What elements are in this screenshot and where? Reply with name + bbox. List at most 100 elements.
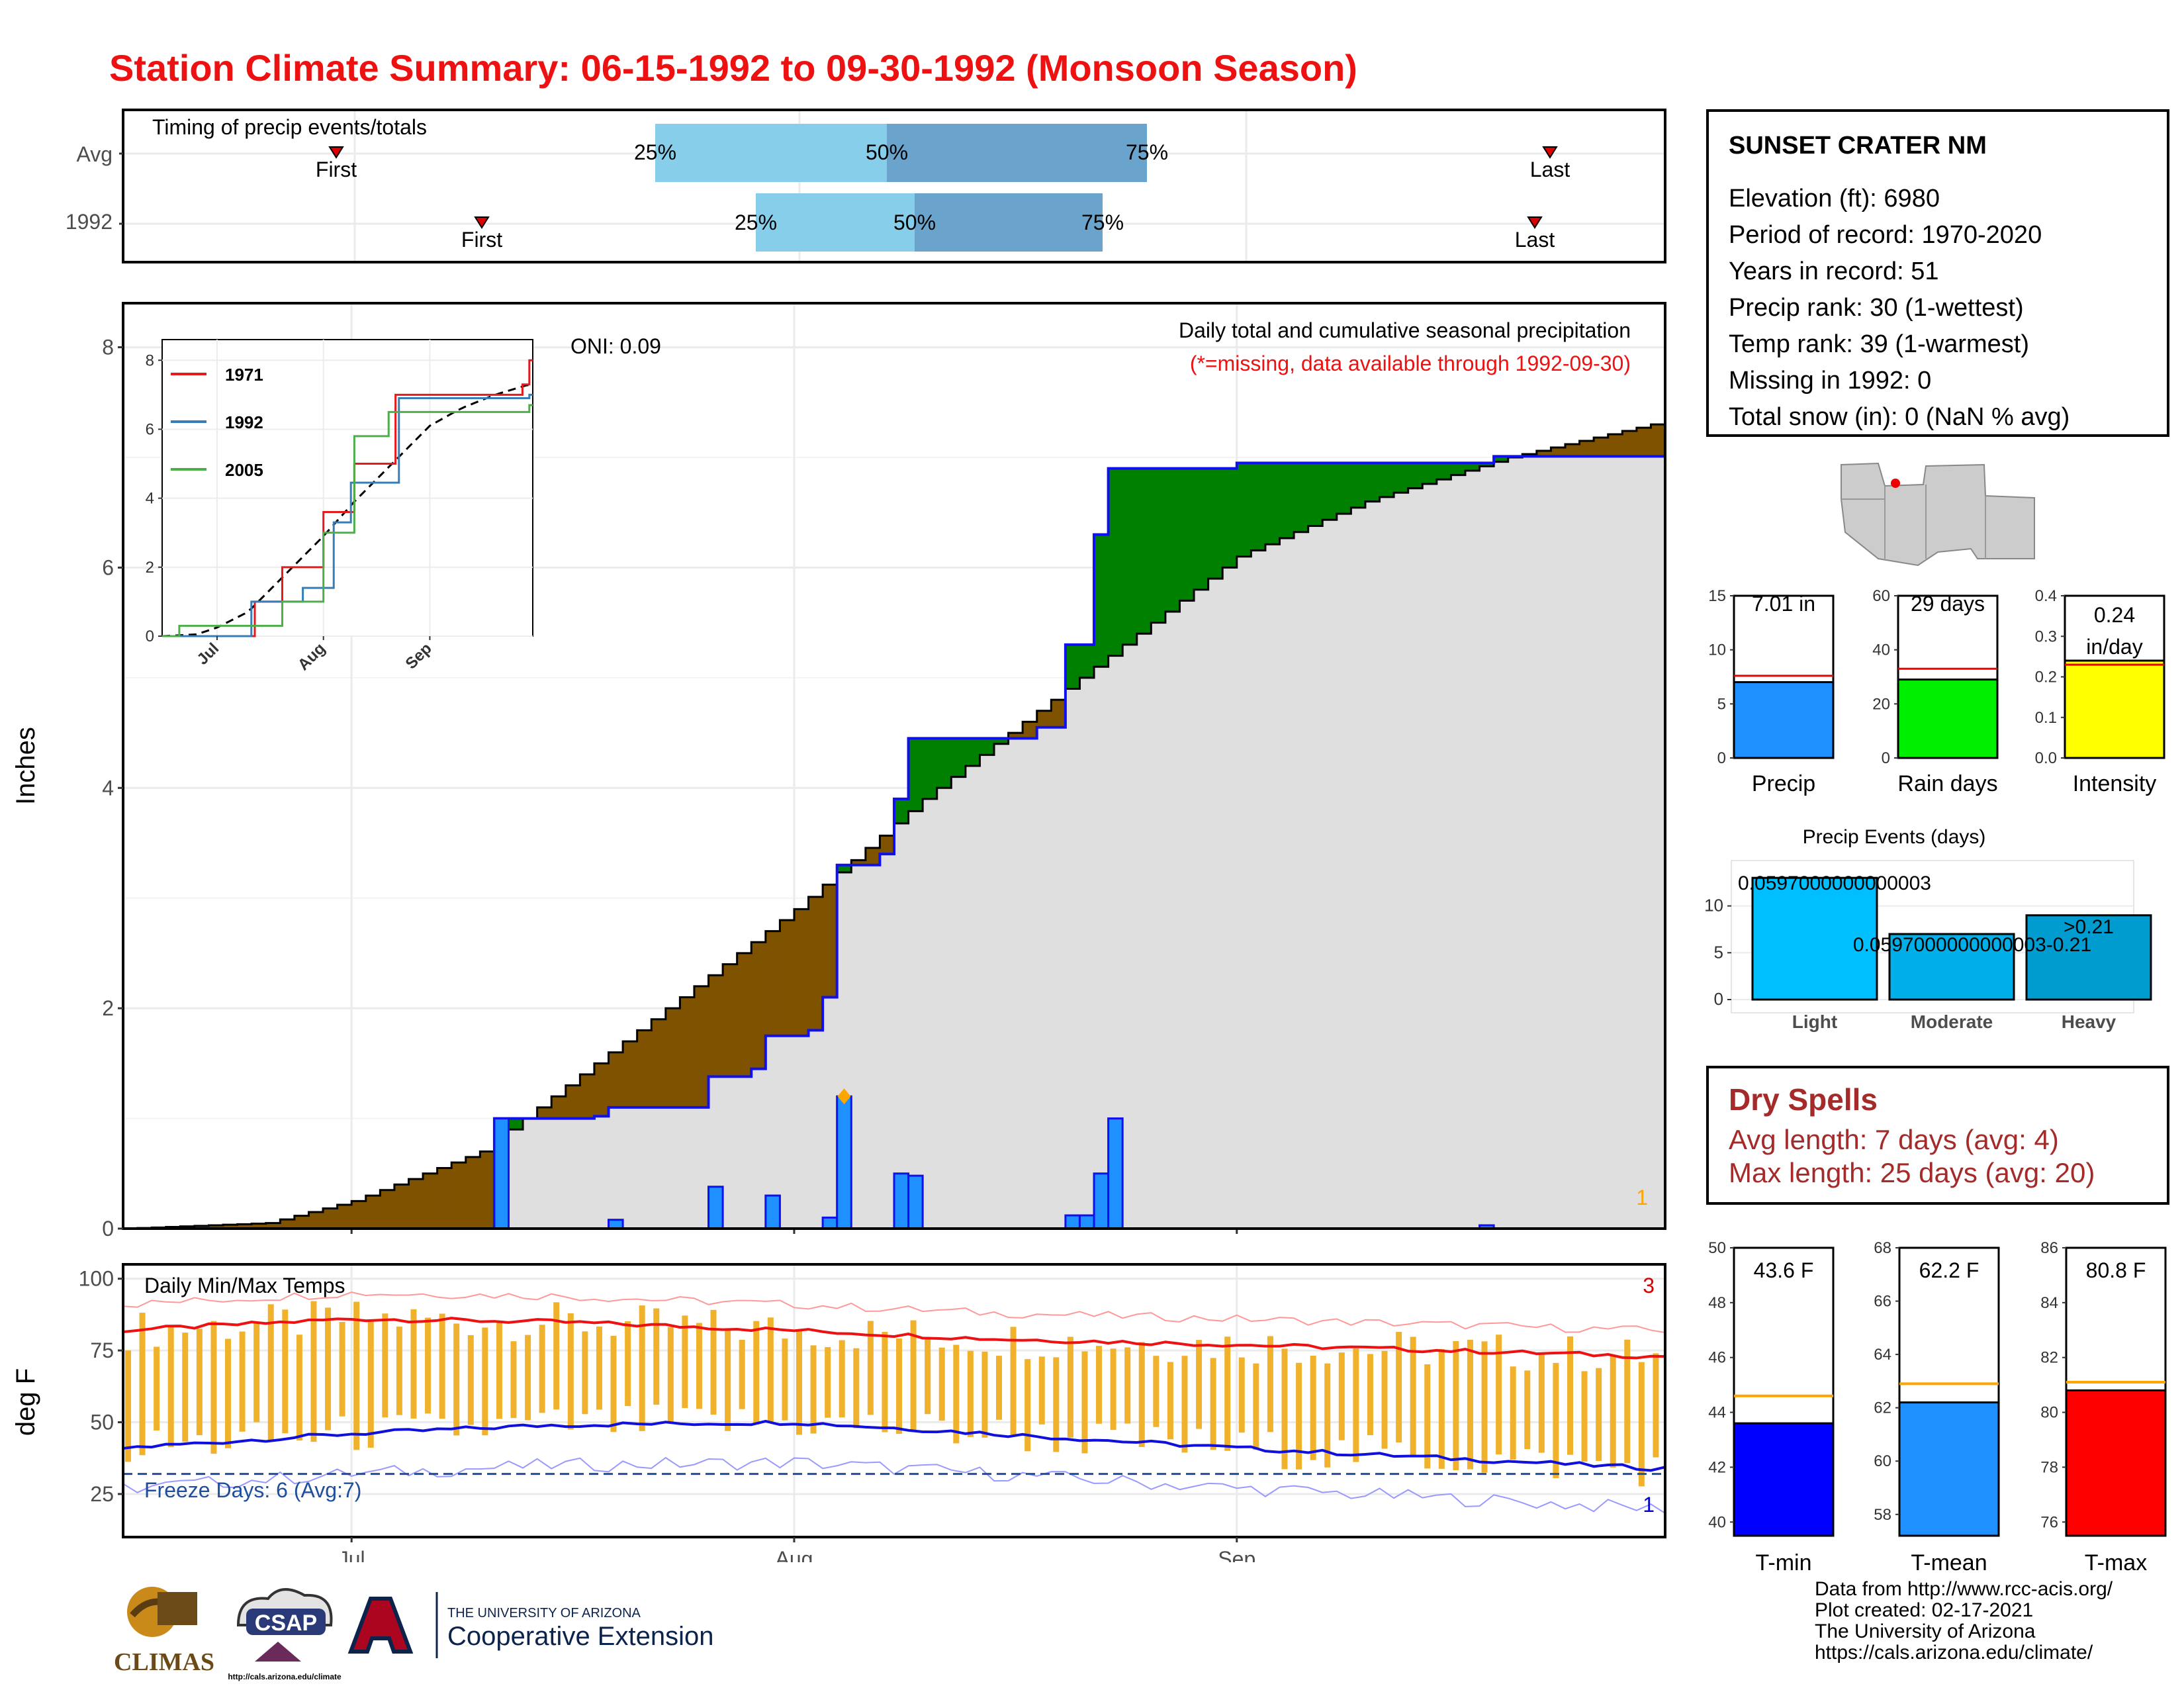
summary-value-label: 29 days <box>1911 592 1985 616</box>
temp-xtick-label: Sep <box>1218 1547 1255 1562</box>
inset-legend-1992: 1992 <box>225 412 263 432</box>
below-average-area <box>737 953 752 1077</box>
daily-temp-bar <box>1196 1340 1203 1429</box>
temp-summary-category-label: T-mean <box>1911 1550 1987 1575</box>
csap-logo-text: CSAP <box>255 1611 317 1636</box>
above-average-area <box>1136 468 1152 634</box>
inset-legend-1971: 1971 <box>225 365 263 385</box>
above-average-area <box>1308 463 1323 526</box>
timing-row-1992: 1992 <box>66 210 113 234</box>
above-average-area <box>923 738 938 799</box>
above-average-area <box>1222 468 1238 568</box>
avg-q2-band <box>887 124 1147 182</box>
daily-precip-bar <box>907 1174 924 1230</box>
credit-url: https://cals.arizona.edu/climate/ <box>1815 1642 2093 1664</box>
above-average-area <box>1108 468 1123 656</box>
summary-category-label: Intensity <box>2073 771 2157 796</box>
events-bar-light <box>1751 876 1878 1001</box>
daily-temp-bar <box>1210 1358 1216 1450</box>
page-title: Station Climate Summary: 06-15-1992 to 0… <box>109 47 1357 89</box>
precip-caption: Daily total and cumulative seasonal prec… <box>1179 318 1631 342</box>
daily-temp-bar <box>981 1351 988 1438</box>
summary-ytick-label: 0 <box>1882 749 1890 767</box>
timing-title: Timing of precip events/totals <box>152 115 427 139</box>
credit-university: The University of Arizona <box>1815 1620 2036 1642</box>
above-average-area <box>951 738 966 777</box>
daily-precip-bar <box>1093 1172 1110 1230</box>
above-average-area <box>1479 463 1494 467</box>
daily-temp-bar <box>1010 1327 1017 1435</box>
daily-temp-bar <box>167 1325 174 1448</box>
temp-summary-ytick-label: 80 <box>2040 1404 2058 1422</box>
avg-last-label: Last <box>1530 158 1570 181</box>
y1992-first-marker <box>474 216 490 229</box>
daily-temp-bar <box>1538 1353 1545 1453</box>
daily-temp-bar <box>967 1350 974 1437</box>
daily-temp-bar <box>667 1327 674 1422</box>
temp-summary-value-label: 43.6 F <box>1754 1258 1814 1282</box>
below-average-area <box>780 920 795 1036</box>
daily-temp-bar <box>1524 1370 1531 1450</box>
below-average-area <box>194 1225 210 1229</box>
inset-ytick-label: 8 <box>146 352 154 369</box>
low-count: 1 <box>1643 1493 1655 1517</box>
below-average-area <box>1536 451 1552 457</box>
daily-temp-bar <box>154 1346 160 1431</box>
daily-temp-bar <box>1153 1356 1160 1427</box>
station-precip-rank: Precip rank: 30 (1-wettest) <box>1729 294 2024 322</box>
daily-temp-bar <box>253 1322 260 1423</box>
above-average-area <box>1236 463 1251 557</box>
daily-temp-bar <box>239 1331 246 1432</box>
below-average-area <box>480 1151 495 1229</box>
below-average-area <box>237 1224 252 1229</box>
daily-temp-bar <box>696 1323 702 1409</box>
temp-summary-ytick-label: 46 <box>1708 1349 1726 1367</box>
above-average-area <box>1194 468 1209 590</box>
precip-ytick-label: 8 <box>102 336 114 359</box>
above-average-area <box>1265 463 1281 545</box>
station-info-panel: SUNSET CRATER NM Elevation (ft): 6980 Pe… <box>1706 109 2169 437</box>
below-average-area <box>1651 424 1666 457</box>
daily-temp-bar <box>325 1307 332 1430</box>
daily-temp-bar <box>1424 1364 1431 1469</box>
temp-summary-category-label: T-min <box>1756 1550 1812 1575</box>
avg-first-marker <box>328 146 344 159</box>
daily-temp-bar <box>1481 1341 1488 1473</box>
below-average-area <box>308 1212 324 1229</box>
daily-temp-bar <box>996 1356 1003 1420</box>
y1992-p75: 75% <box>1081 211 1124 234</box>
events-title: Precip Events (days) <box>1803 826 1986 848</box>
below-average-area <box>680 997 695 1107</box>
locator-map <box>1839 459 2037 567</box>
summary-value-label: 7.01 in <box>1752 592 1815 616</box>
temp-ytick-label: 100 <box>79 1267 114 1291</box>
daily-temp-bar <box>1138 1342 1145 1447</box>
daily-temp-bar <box>896 1338 902 1434</box>
credits: Data from http://www.rcc-acis.org/ Plot … <box>1815 1579 2113 1664</box>
summary-value-label: 0.24 <box>2094 603 2135 627</box>
events-bar-label-heavy: >0.21 <box>2064 916 2114 938</box>
oni-label: ONI: 0.09 <box>570 334 661 358</box>
daily-temp-bar <box>625 1321 631 1407</box>
avg-q1-band <box>655 124 887 182</box>
above-average-area <box>508 1118 523 1130</box>
temp-summary-ytick-label: 76 <box>2040 1513 2058 1531</box>
precip-ylabel: Inches <box>11 727 40 805</box>
station-period: Period of record: 1970-2020 <box>1729 221 2042 249</box>
daily-temp-bar <box>1324 1363 1331 1468</box>
precip-ytick-label: 6 <box>102 555 114 579</box>
ua-logo-big: Cooperative Extension <box>447 1622 713 1651</box>
summary-value-label-2: in/day <box>2086 635 2142 659</box>
temp-summary-ytick-label: 58 <box>1874 1506 1891 1524</box>
below-average-area <box>823 884 838 998</box>
daily-temp-bar <box>1553 1362 1559 1479</box>
station-missing: Missing in 1992: 0 <box>1729 367 1932 395</box>
daily-temp-bar <box>1038 1356 1045 1425</box>
daily-temp-bar <box>839 1340 845 1418</box>
daily-precip-bars <box>493 1088 1495 1230</box>
daily-temp-bar <box>1096 1346 1103 1424</box>
daily-temp-bar <box>382 1313 388 1418</box>
daily-temp-bar <box>267 1304 274 1442</box>
record-high-line <box>122 1291 1666 1333</box>
